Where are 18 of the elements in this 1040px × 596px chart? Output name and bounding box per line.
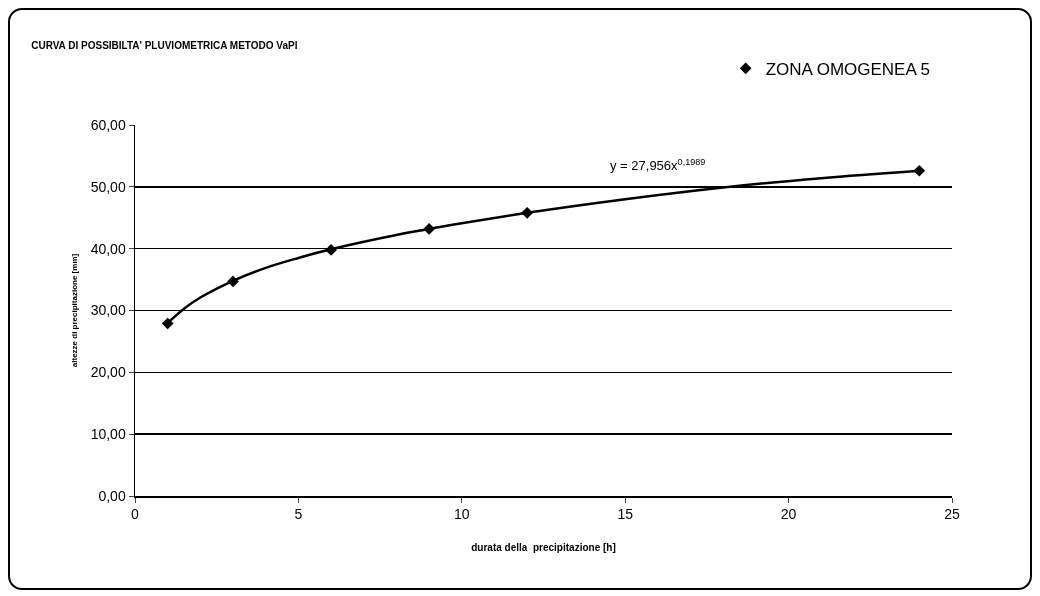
x-axis-title: durata della precipitazione [h] [471, 541, 616, 553]
y-tick-label: 40,00 [90, 240, 126, 257]
y-tick-label: 0,00 [98, 487, 126, 504]
y-tick-label: 50,00 [90, 178, 126, 195]
x-tick-label: 15 [617, 506, 634, 523]
x-tick-label: 20 [780, 506, 797, 523]
x-tick-label: 10 [454, 506, 470, 523]
x-tick-label: 5 [294, 506, 303, 523]
y-tick-label: 60,00 [90, 116, 126, 133]
y-axis-title: altezze di precipitazione [mm] [69, 253, 79, 368]
legend-label: ZONA OMOGENEA 5 [765, 59, 931, 79]
x-tick-label: 0 [131, 506, 140, 523]
y-tick-label: 30,00 [90, 302, 126, 319]
x-tick-label: 25 [944, 506, 960, 523]
y-tick-label: 20,00 [90, 364, 126, 381]
annotation: y = 27,956x$^{0,1989}$ [610, 157, 706, 174]
chart-title: CURVA DI POSSIBILTA' PLUVIOMETRICA METODO VaPI [31, 39, 298, 51]
y-tick-label: 10,00 [90, 426, 126, 443]
